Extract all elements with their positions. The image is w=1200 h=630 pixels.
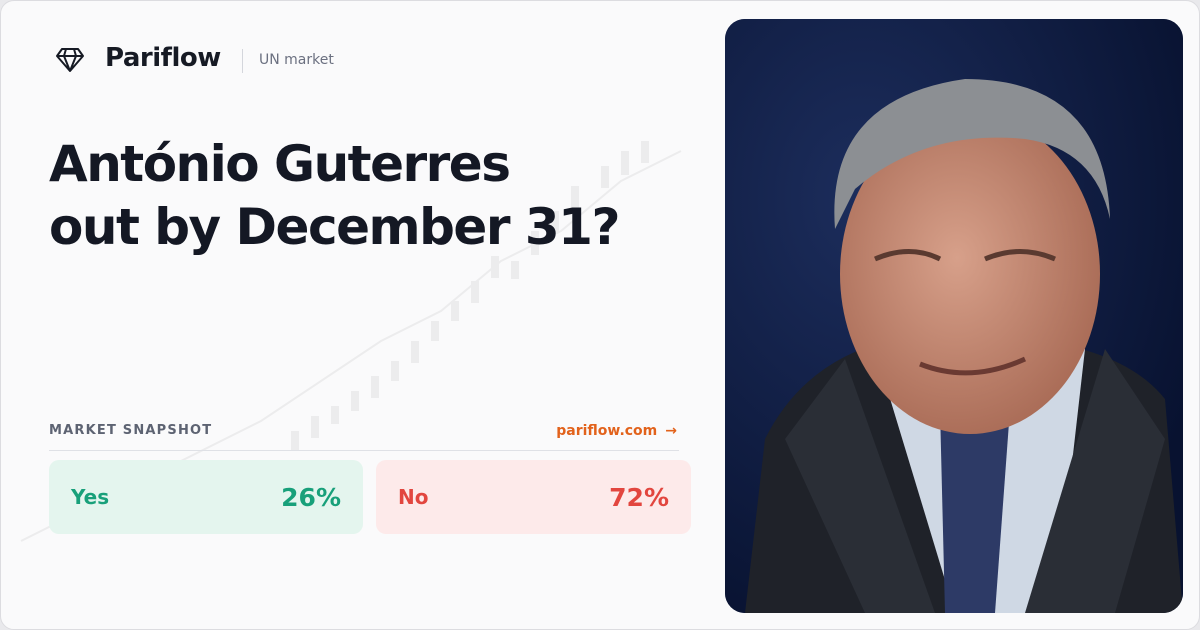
- headline-line: António Guterres: [49, 135, 511, 193]
- snapshot-label: MARKET SNAPSHOT: [49, 423, 213, 438]
- outcome-no[interactable]: No 72%: [376, 460, 691, 534]
- category: UN market: [259, 52, 334, 68]
- headline-line: out by December 31?: [49, 198, 620, 256]
- link-text[interactable]: pariflow.com: [556, 423, 658, 439]
- portrait-illustration: [725, 19, 1183, 613]
- portrait-photo: [725, 19, 1183, 613]
- rule: [49, 450, 679, 451]
- brand: Pariflow: [105, 43, 221, 73]
- site-link[interactable]: pariflow.com →: [556, 423, 677, 439]
- divider: [242, 49, 243, 73]
- outcome-yes[interactable]: Yes 26%: [49, 460, 363, 534]
- headline: António Guterres out by December 31?: [49, 133, 620, 259]
- outcome-name: Yes: [71, 485, 110, 509]
- outcome-name: No: [398, 485, 429, 509]
- logo-icon: [56, 48, 84, 72]
- outcome-value: 26%: [281, 483, 341, 512]
- outcome-value: 72%: [609, 483, 669, 512]
- link-arrow[interactable]: →: [665, 423, 677, 439]
